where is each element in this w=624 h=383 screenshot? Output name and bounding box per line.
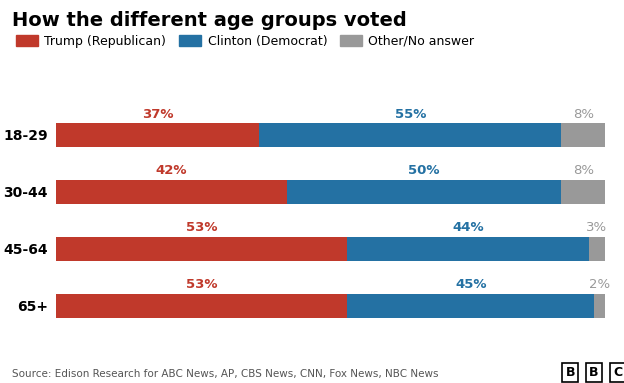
Text: 3%: 3% — [587, 221, 608, 234]
Bar — [56, 237, 347, 261]
Text: 37%: 37% — [142, 108, 173, 121]
Text: 8%: 8% — [573, 164, 594, 177]
Text: How the different age groups voted: How the different age groups voted — [12, 11, 407, 31]
Bar — [347, 237, 589, 261]
Text: B: B — [565, 366, 575, 379]
Text: 45%: 45% — [455, 278, 487, 291]
Bar — [562, 123, 605, 147]
Text: 53%: 53% — [186, 278, 217, 291]
Bar — [56, 294, 347, 318]
Text: 50%: 50% — [408, 164, 440, 177]
Bar — [594, 294, 605, 318]
Text: 42%: 42% — [156, 164, 187, 177]
Text: 44%: 44% — [452, 221, 484, 234]
Legend: Trump (Republican), Clinton (Democrat), Other/No answer: Trump (Republican), Clinton (Democrat), … — [16, 35, 474, 48]
Bar — [56, 180, 287, 204]
Text: Source: Edison Research for ABC News, AP, CBS News, CNN, Fox News, NBC News: Source: Edison Research for ABC News, AP… — [12, 369, 439, 379]
Text: B: B — [589, 366, 599, 379]
Text: 53%: 53% — [186, 221, 217, 234]
Text: 8%: 8% — [573, 108, 594, 121]
Bar — [260, 123, 562, 147]
Bar — [589, 237, 605, 261]
Bar — [287, 180, 562, 204]
Text: 55%: 55% — [394, 108, 426, 121]
Text: 2%: 2% — [589, 278, 610, 291]
Text: C: C — [613, 366, 622, 379]
Bar — [562, 180, 605, 204]
Bar — [56, 123, 260, 147]
Bar — [347, 294, 594, 318]
